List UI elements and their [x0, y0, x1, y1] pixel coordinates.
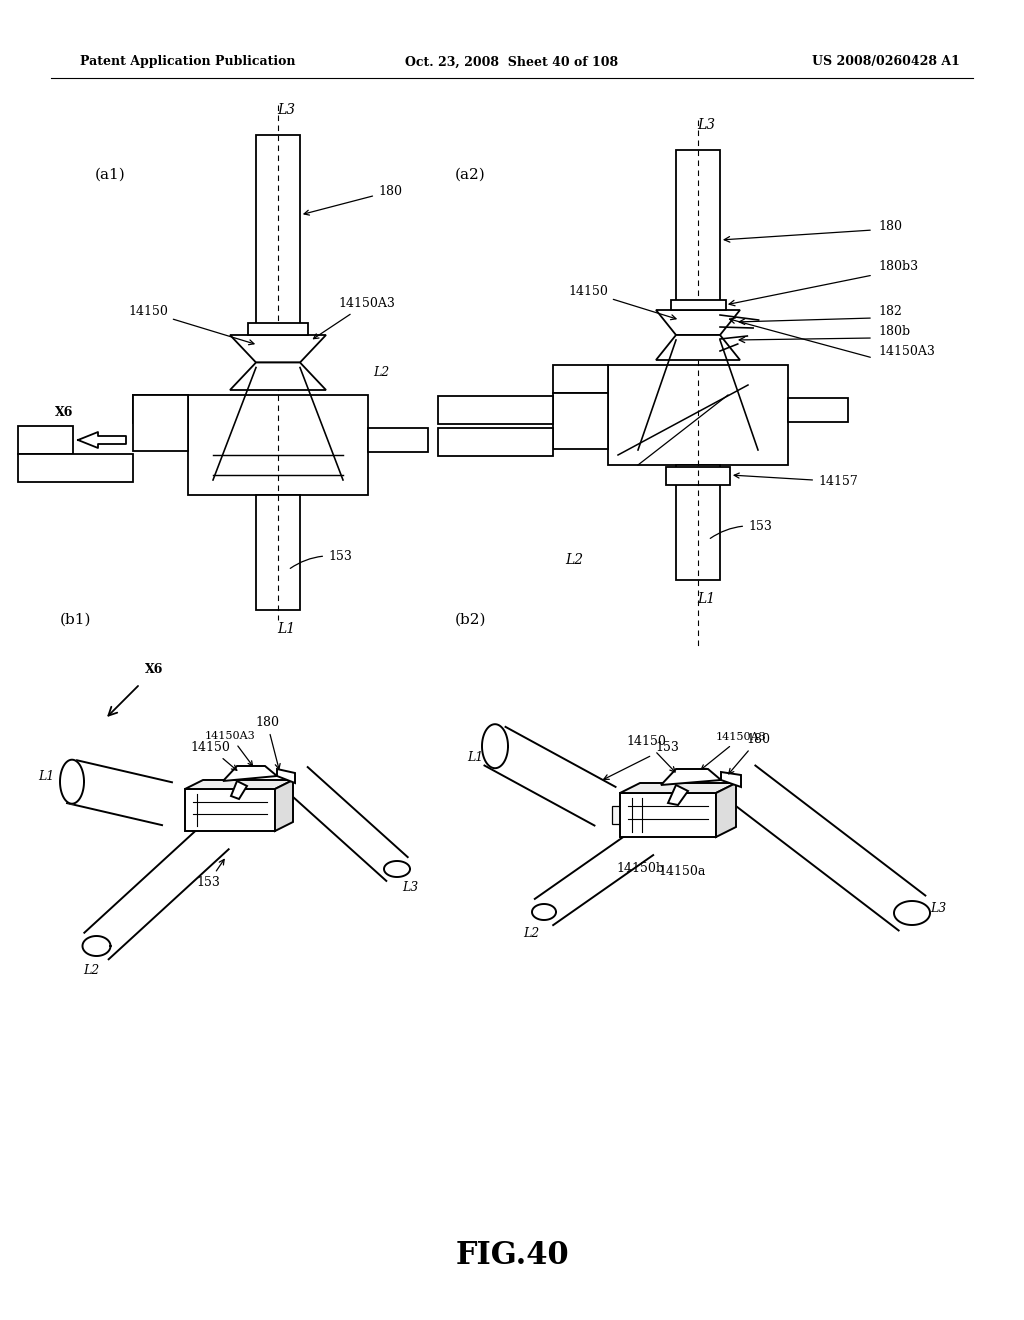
Text: L2: L2 — [522, 927, 539, 940]
Text: Oct. 23, 2008  Sheet 40 of 108: Oct. 23, 2008 Sheet 40 of 108 — [406, 55, 618, 69]
Polygon shape — [230, 363, 326, 389]
Text: 180: 180 — [729, 733, 770, 774]
Text: 182: 182 — [878, 305, 902, 318]
Polygon shape — [535, 829, 653, 925]
Text: X6: X6 — [145, 663, 164, 676]
Text: L1: L1 — [276, 622, 295, 636]
Text: X6: X6 — [54, 407, 73, 420]
Text: 14150: 14150 — [568, 285, 676, 319]
Bar — [438, 396, 553, 424]
Polygon shape — [67, 760, 172, 825]
Bar — [133, 395, 188, 451]
Text: FIG.40: FIG.40 — [456, 1239, 568, 1270]
Text: L3: L3 — [930, 902, 946, 915]
Polygon shape — [83, 936, 111, 956]
Polygon shape — [384, 861, 410, 876]
Text: 153: 153 — [197, 859, 224, 888]
Polygon shape — [275, 780, 293, 832]
Polygon shape — [223, 766, 278, 781]
Polygon shape — [721, 772, 741, 787]
Polygon shape — [231, 781, 247, 799]
Polygon shape — [482, 725, 508, 768]
Bar — [608, 366, 788, 465]
Polygon shape — [78, 432, 126, 447]
Bar — [368, 428, 428, 451]
Polygon shape — [716, 783, 736, 837]
Text: 14150A3: 14150A3 — [878, 345, 935, 358]
Text: 180b: 180b — [878, 325, 910, 338]
Text: (b1): (b1) — [60, 612, 91, 627]
Text: 153: 153 — [711, 520, 772, 539]
Bar — [438, 428, 553, 455]
Bar — [248, 323, 308, 335]
Bar — [188, 395, 368, 495]
Polygon shape — [612, 807, 658, 824]
Bar — [676, 465, 720, 579]
Polygon shape — [484, 727, 615, 825]
Text: 14150: 14150 — [626, 735, 675, 772]
Polygon shape — [278, 770, 295, 783]
Bar — [256, 135, 300, 335]
Text: 14150: 14150 — [190, 741, 237, 771]
Text: 180: 180 — [878, 220, 902, 234]
Text: Patent Application Publication: Patent Application Publication — [80, 55, 296, 69]
Polygon shape — [532, 904, 556, 920]
Text: L3: L3 — [697, 117, 715, 132]
Text: US 2008/0260428 A1: US 2008/0260428 A1 — [812, 55, 961, 69]
Text: 14150A3: 14150A3 — [313, 297, 395, 339]
Polygon shape — [84, 822, 228, 960]
Text: (a1): (a1) — [95, 168, 126, 182]
Polygon shape — [729, 766, 926, 931]
Bar — [133, 395, 188, 422]
Bar — [18, 426, 73, 454]
Text: 180b3: 180b3 — [878, 260, 919, 273]
Polygon shape — [894, 902, 930, 925]
Bar — [666, 467, 730, 484]
Text: L1: L1 — [697, 591, 715, 606]
Polygon shape — [287, 767, 408, 880]
Text: L3: L3 — [276, 103, 295, 117]
Text: 14150A3: 14150A3 — [701, 733, 767, 770]
Text: 14150: 14150 — [128, 305, 254, 345]
Bar — [671, 300, 725, 310]
Text: L3: L3 — [402, 880, 418, 894]
Text: (b2): (b2) — [455, 612, 486, 627]
Text: L1: L1 — [467, 751, 483, 764]
Bar — [18, 454, 133, 482]
Bar — [553, 393, 608, 449]
Polygon shape — [620, 793, 716, 837]
Text: L1: L1 — [38, 770, 54, 783]
Bar — [553, 366, 608, 393]
Polygon shape — [185, 780, 293, 789]
Text: L2: L2 — [373, 366, 389, 379]
Polygon shape — [662, 770, 721, 785]
Polygon shape — [230, 335, 326, 363]
Text: 14150A3: 14150A3 — [205, 731, 256, 766]
Polygon shape — [656, 335, 740, 360]
Polygon shape — [668, 785, 688, 805]
Bar — [256, 495, 300, 610]
Polygon shape — [620, 783, 736, 793]
Bar — [788, 399, 848, 422]
Bar — [676, 150, 720, 310]
Text: 14150b: 14150b — [616, 862, 664, 875]
Text: 180: 180 — [304, 185, 402, 215]
Polygon shape — [185, 789, 275, 832]
Text: L2: L2 — [83, 964, 99, 977]
Text: (a2): (a2) — [455, 168, 485, 182]
Text: 180: 180 — [255, 715, 281, 770]
Text: 153: 153 — [604, 742, 679, 779]
Text: 153: 153 — [290, 550, 352, 569]
Polygon shape — [60, 760, 84, 804]
Polygon shape — [656, 310, 740, 335]
Text: 14157: 14157 — [734, 473, 858, 488]
Text: L2: L2 — [565, 553, 583, 568]
Text: 14150a: 14150a — [658, 865, 707, 878]
